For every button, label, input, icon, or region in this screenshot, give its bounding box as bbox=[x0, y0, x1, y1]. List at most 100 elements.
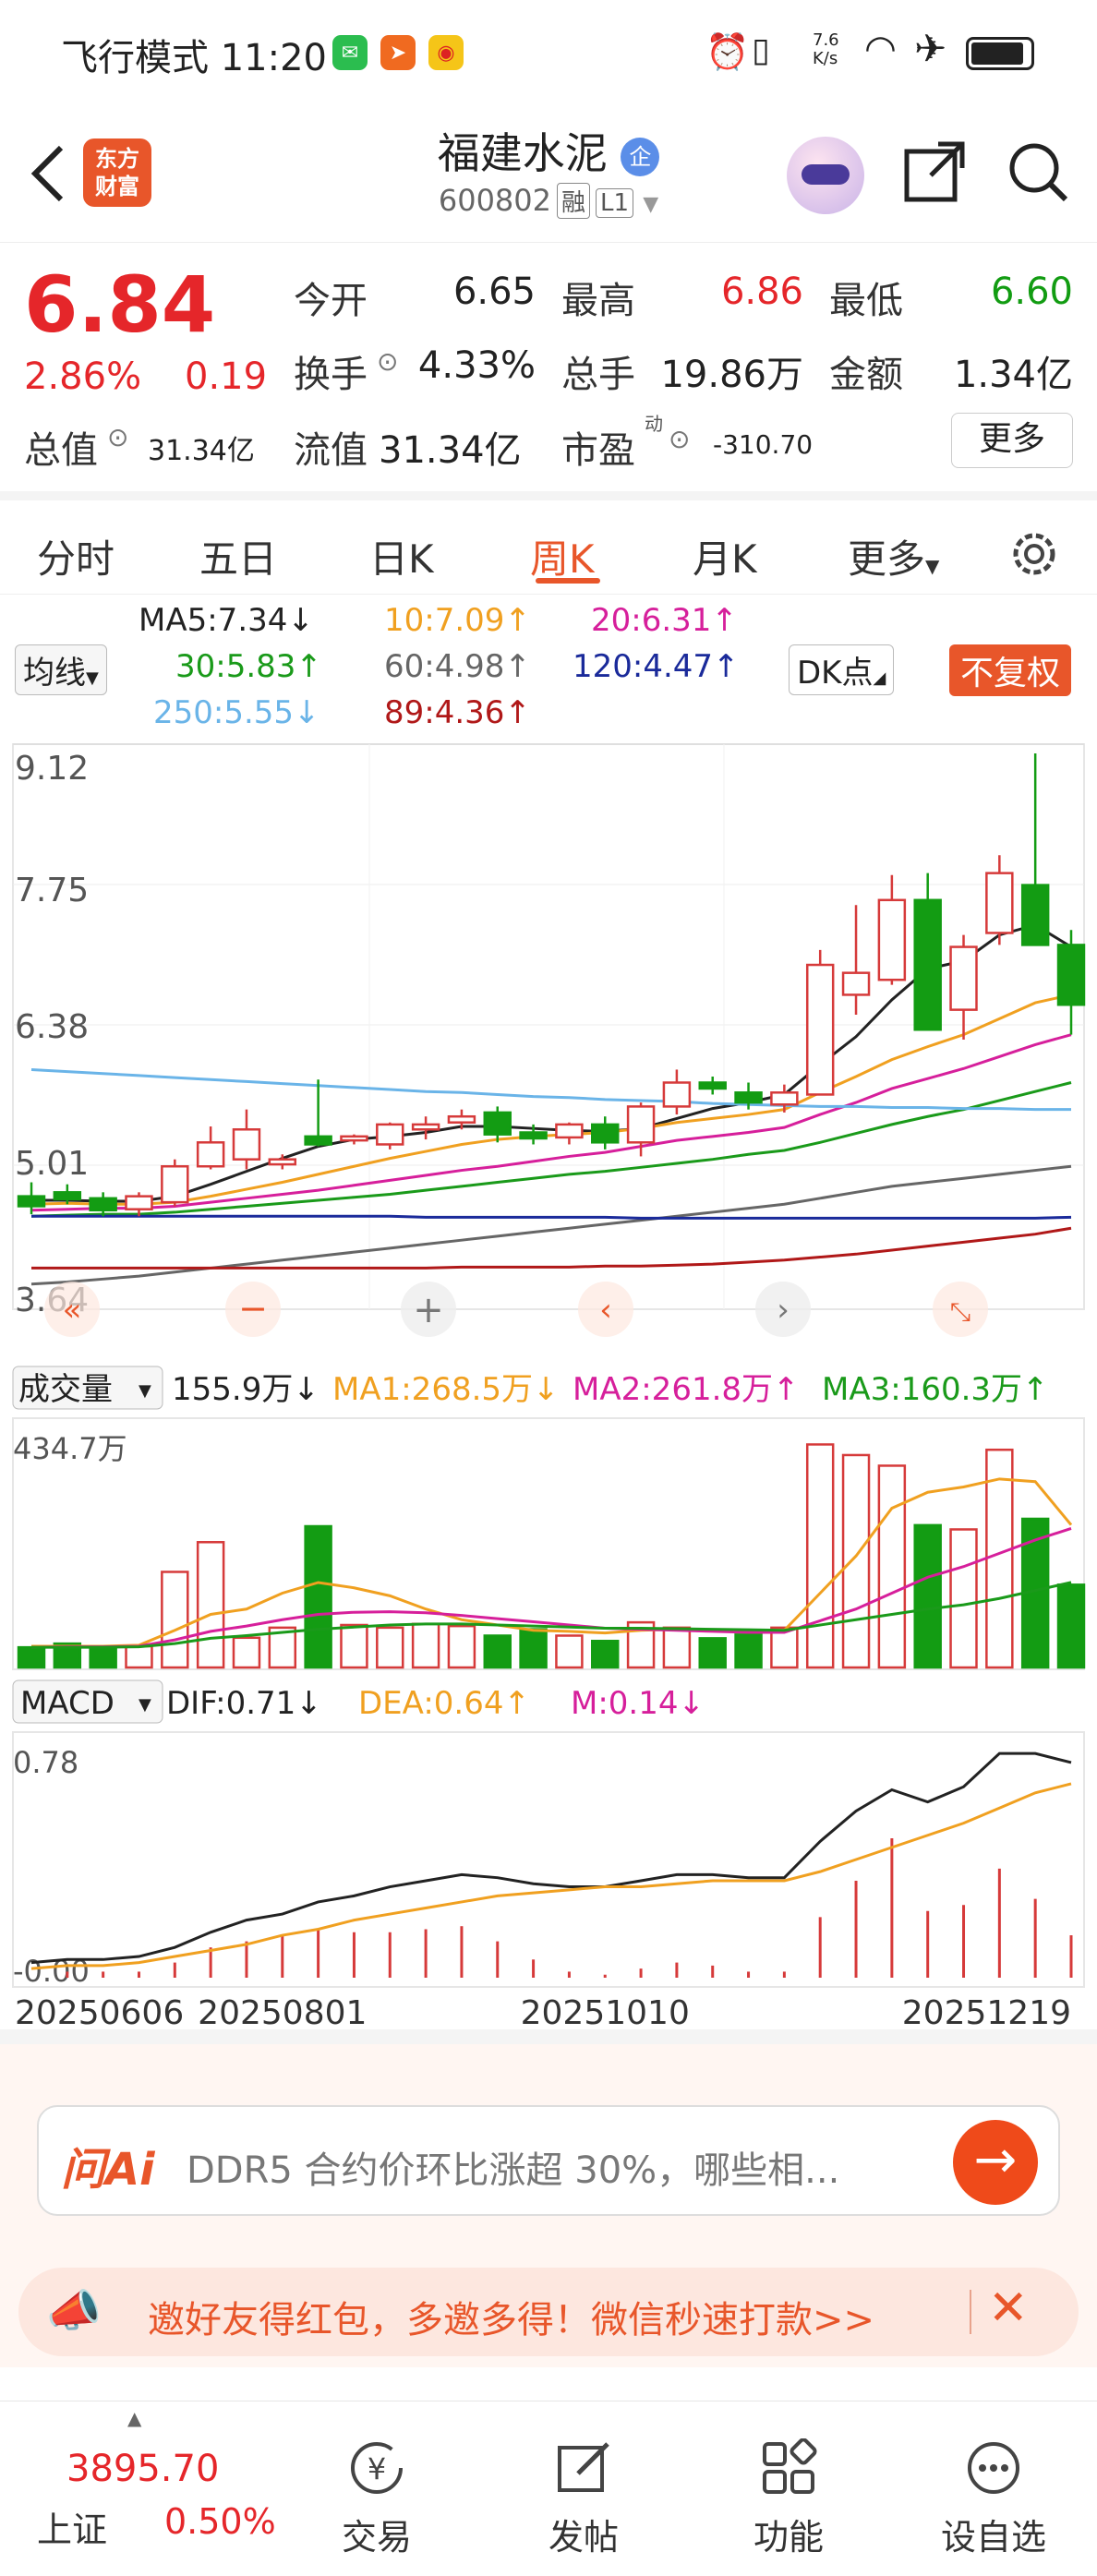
adjust-button[interactable]: 不复权 bbox=[949, 644, 1072, 696]
info-icon[interactable]: ⊙ bbox=[669, 424, 691, 454]
candle-body bbox=[196, 1141, 225, 1168]
more-button[interactable]: 更多 bbox=[951, 413, 1073, 468]
ma-line-ma250 bbox=[30, 1067, 1071, 1112]
macd-panel-frame bbox=[12, 1731, 1085, 1988]
candle-body bbox=[985, 872, 1014, 934]
active-tab-indicator bbox=[536, 578, 600, 584]
status-bar: 飞行模式 11:20 ✉ ➤ ◉ ⏰ ▯ 7.6 K/s ◠ ✈ bbox=[0, 0, 1097, 102]
candle-body bbox=[591, 1123, 620, 1144]
nav-post[interactable]: 发帖 bbox=[491, 2401, 676, 2559]
date-label: 20250801 bbox=[198, 1994, 367, 2032]
change-pct: 2.86% bbox=[24, 355, 142, 398]
chevron-left-icon: ‹ bbox=[599, 1292, 612, 1329]
tab-monthly[interactable]: 月K bbox=[693, 536, 757, 582]
stock-code-row[interactable]: 600802 融 L1 ▼ bbox=[0, 183, 1097, 219]
more-circle-icon bbox=[964, 2438, 1023, 2498]
net-speed: 7.6 K/s bbox=[813, 30, 839, 68]
macd-dea: DEA:0.64↑ bbox=[358, 1685, 530, 1722]
index-value: 3895.70 bbox=[66, 2448, 220, 2490]
vol-ma3: MA3:160.3万↑ bbox=[822, 1371, 1049, 1408]
ma-line-ma120 bbox=[31, 1214, 1072, 1220]
amount-label: 金额 bbox=[829, 354, 903, 396]
candle-body bbox=[662, 1081, 692, 1108]
grid-icon bbox=[759, 2438, 818, 2498]
margin-tag: 融 bbox=[557, 183, 591, 219]
info-icon[interactable]: ⊙ bbox=[107, 422, 129, 452]
tab-daily[interactable]: 日K bbox=[369, 536, 434, 582]
volume-bar bbox=[591, 1639, 620, 1669]
tab-five-day[interactable]: 五日 bbox=[199, 536, 278, 582]
stock-title: 福建水泥 企 bbox=[0, 120, 1097, 181]
open-label: 今开 bbox=[294, 280, 368, 322]
candle-body bbox=[698, 1081, 727, 1090]
arrow-right-icon[interactable]: → bbox=[953, 2120, 1038, 2205]
tab-more[interactable]: 更多▼ bbox=[848, 528, 939, 584]
tab-intraday[interactable]: 分时 bbox=[37, 536, 115, 582]
nav-add-watchlist[interactable]: 设自选 bbox=[901, 2401, 1086, 2559]
candle-body bbox=[770, 1091, 799, 1106]
candle-body bbox=[232, 1128, 261, 1161]
candle-body bbox=[89, 1197, 117, 1212]
dk-point-button[interactable]: DK点◢ bbox=[789, 644, 895, 695]
caret-up-icon: ▲ bbox=[127, 2407, 142, 2429]
volume-ma-ma1 bbox=[31, 1477, 1073, 1648]
close-icon[interactable]: ✕ bbox=[988, 2281, 1029, 2336]
macd-m: M:0.14↓ bbox=[571, 1685, 705, 1722]
ask-ai-bar[interactable]: 问Ai DDR5 合约价环比涨超 30%，哪些相... → bbox=[37, 2105, 1060, 2216]
index-ticker[interactable]: ▲ 3895.70 上证 0.50% bbox=[0, 2401, 277, 2576]
volume-selector bbox=[12, 1366, 163, 1410]
macd-selector bbox=[12, 1679, 163, 1724]
change-amt: 0.19 bbox=[185, 355, 268, 398]
search-icon[interactable] bbox=[1005, 138, 1071, 209]
float-cap-label: 流值 bbox=[294, 429, 368, 472]
fullscreen-button bbox=[933, 1282, 988, 1337]
volume-bar bbox=[805, 1443, 835, 1669]
megaphone-icon: 📣 bbox=[46, 2285, 102, 2337]
ai-avatar[interactable] bbox=[787, 137, 864, 214]
promo-text[interactable]: 邀好友得红包，多邀多得！微信秒速打款>> bbox=[148, 2299, 875, 2341]
volume-bar bbox=[196, 1541, 225, 1669]
enterprise-badge: 企 bbox=[621, 137, 660, 176]
macd-dif-line bbox=[30, 1751, 1072, 1965]
ma60-value: 60:4.98↑ bbox=[384, 648, 531, 685]
caret-down-icon: ▼ bbox=[925, 555, 940, 577]
gear-icon[interactable] bbox=[1007, 526, 1062, 585]
candle-body bbox=[877, 898, 907, 981]
volume-bar bbox=[949, 1528, 978, 1669]
open-value: 6.65 bbox=[452, 271, 536, 313]
candle-body bbox=[734, 1091, 763, 1104]
tab-weekly[interactable]: 周K bbox=[530, 536, 595, 582]
ma-selector[interactable]: 均线▼ bbox=[15, 644, 107, 695]
level-tag: L1 bbox=[596, 188, 634, 218]
kline-chart[interactable]: 9.127.756.385.013.64 « − + ‹ › ⤡ 成交量 ▼ 1… bbox=[0, 739, 1097, 2050]
volume-ma-ma2 bbox=[30, 1527, 1072, 1649]
chevron-right-icon: › bbox=[777, 1292, 790, 1329]
quote-panel: 6.84 2.86% 0.19 今开 6.65 最高 6.86 最低 6.60 … bbox=[0, 242, 1097, 491]
expand-icon: ⤡ bbox=[950, 1296, 970, 1327]
vibrate-icon: ▯ bbox=[752, 31, 770, 69]
volume-value: 19.86万 bbox=[660, 354, 803, 396]
macd-dea-line bbox=[30, 1782, 1072, 1970]
ma-legend: MA5:7.34↓ 10:7.09↑ 20:6.31↑ 均线▼ 30:5.83↑… bbox=[0, 595, 1097, 742]
volume-panel-frame bbox=[12, 1417, 1085, 1670]
volume-bar bbox=[1056, 1583, 1086, 1669]
info-icon[interactable]: ⊙ bbox=[377, 346, 399, 377]
chevron-left-icon bbox=[30, 145, 64, 202]
ma-line-ma5 bbox=[31, 923, 1072, 1203]
ask-ai-prompt[interactable]: DDR5 合约价环比涨超 30%，哪些相... bbox=[187, 2149, 840, 2192]
index-change: 0.50% bbox=[164, 2501, 276, 2542]
stock-header: 东方 财富 福建水泥 企 600802 融 L1 ▼ bbox=[0, 102, 1097, 240]
kline-svg[interactable]: 9.127.756.385.013.64 « − + ‹ › ⤡ 成交量 ▼ 1… bbox=[0, 739, 1097, 2050]
share-icon[interactable] bbox=[901, 138, 968, 209]
alarm-icon: ⏰ bbox=[705, 31, 750, 72]
float-cap-value: 31.34亿 bbox=[379, 429, 522, 472]
nav-trade[interactable]: ¥ 交易 bbox=[284, 2401, 469, 2559]
zoom-in-button bbox=[401, 1282, 456, 1337]
back-button[interactable] bbox=[20, 137, 76, 211]
battery-icon bbox=[966, 37, 1034, 70]
nav-label: 发帖 bbox=[548, 2517, 619, 2558]
send-app-icon: ➤ bbox=[380, 35, 416, 70]
promo-banner[interactable]: 📣 邀好友得红包，多邀多得！微信秒速打款>> ✕ bbox=[18, 2268, 1079, 2356]
svg-text:¥: ¥ bbox=[368, 2451, 386, 2486]
nav-functions[interactable]: 功能 bbox=[696, 2401, 881, 2559]
